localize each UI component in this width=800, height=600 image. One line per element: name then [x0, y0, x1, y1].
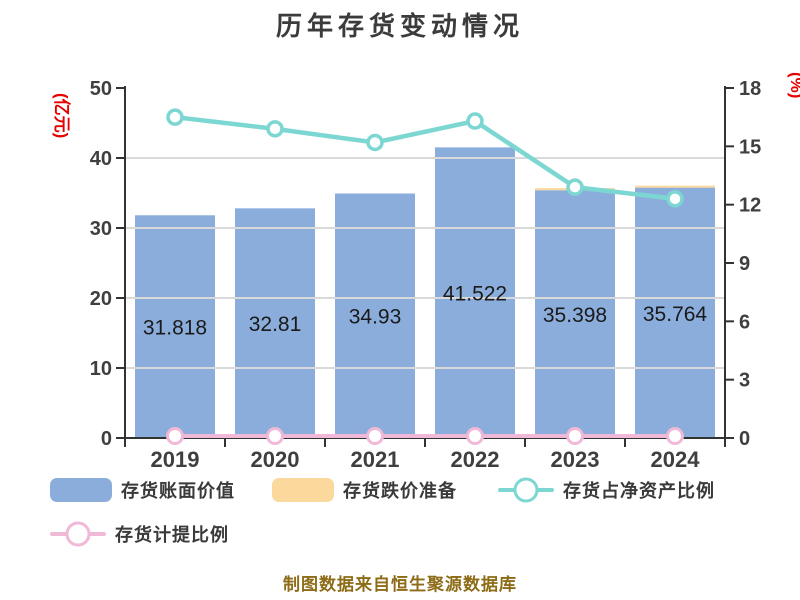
pink-marker — [366, 427, 384, 446]
legend-item-3: 存货占净资产比例 — [498, 474, 715, 506]
legend-line-marker-icon — [498, 476, 554, 504]
legend-item-4: 存货计提比例 — [50, 518, 229, 550]
right-axis-name: (%) — [787, 72, 800, 98]
pink-marker — [666, 427, 684, 446]
bar-2021 — [335, 193, 415, 438]
left-tick-label: 40 — [90, 148, 112, 170]
left-tick-label: 0 — [101, 428, 112, 450]
right-tick-label: 6 — [739, 311, 750, 333]
pink-marker — [466, 427, 484, 446]
x-category-label: 2022 — [451, 447, 500, 472]
legend-label: 存货占净资产比例 — [563, 481, 715, 501]
bar-value-label: 34.93 — [349, 306, 402, 329]
chart-title: 历年存货变动情况 — [275, 11, 524, 41]
left-tick-label: 10 — [90, 358, 112, 380]
teal-marker — [666, 190, 684, 208]
right-tick-label: 18 — [739, 78, 761, 100]
teal-marker — [566, 178, 584, 196]
legend-item-1: 存货账面价值 — [50, 474, 235, 506]
right-tick-label: 9 — [739, 253, 750, 275]
right-tick-label: 3 — [739, 370, 750, 392]
legend-label: 存货计提比例 — [115, 525, 229, 545]
bar-2020 — [235, 208, 315, 438]
bar-value-label: 32.81 — [249, 313, 302, 336]
bar-2019 — [135, 215, 215, 438]
pink-marker — [566, 427, 584, 446]
teal-marker — [466, 112, 484, 130]
left-tick-label: 30 — [90, 218, 112, 240]
source-note: 制图数据来自恒生聚源数据库 — [283, 575, 517, 594]
bar-value-label: 41.522 — [443, 283, 507, 306]
bar-2022 — [435, 147, 515, 438]
bar-value-label: 35.764 — [643, 303, 708, 326]
left-tick-label: 20 — [90, 288, 112, 310]
x-category-label: 2021 — [351, 447, 400, 472]
bar-cap-2024 — [635, 185, 715, 188]
pink-marker — [266, 427, 284, 446]
teal-marker — [166, 108, 184, 126]
teal-line — [174, 114, 676, 202]
legend-item-2: 存货跌价准备 — [272, 474, 457, 506]
pink-marker — [166, 427, 184, 446]
bar-value-label: 31.818 — [143, 317, 207, 340]
right-tick-label: 12 — [739, 195, 761, 217]
left-tick-label: 50 — [90, 78, 112, 100]
x-category-label: 2020 — [251, 447, 300, 472]
x-category-label: 2024 — [651, 447, 701, 472]
legend-dot — [513, 477, 539, 503]
bar-2023 — [535, 190, 615, 438]
left-axis-name: (亿元) — [52, 93, 72, 138]
bar-value-label: 35.398 — [543, 304, 607, 327]
legend-dot — [65, 521, 91, 547]
legend-label: 存货跌价准备 — [343, 481, 457, 501]
teal-marker — [266, 120, 284, 138]
legend-label: 存货账面价值 — [121, 481, 235, 501]
legend-swatch-icon — [272, 478, 334, 502]
legend-line-marker-icon — [50, 520, 106, 548]
legend-swatch-icon — [50, 478, 112, 502]
teal-marker — [366, 133, 384, 152]
right-tick-label: 15 — [739, 136, 761, 158]
bar-2024 — [635, 187, 715, 438]
x-category-label: 2019 — [151, 447, 200, 472]
x-category-label: 2023 — [551, 447, 600, 472]
right-tick-label: 0 — [739, 428, 750, 450]
